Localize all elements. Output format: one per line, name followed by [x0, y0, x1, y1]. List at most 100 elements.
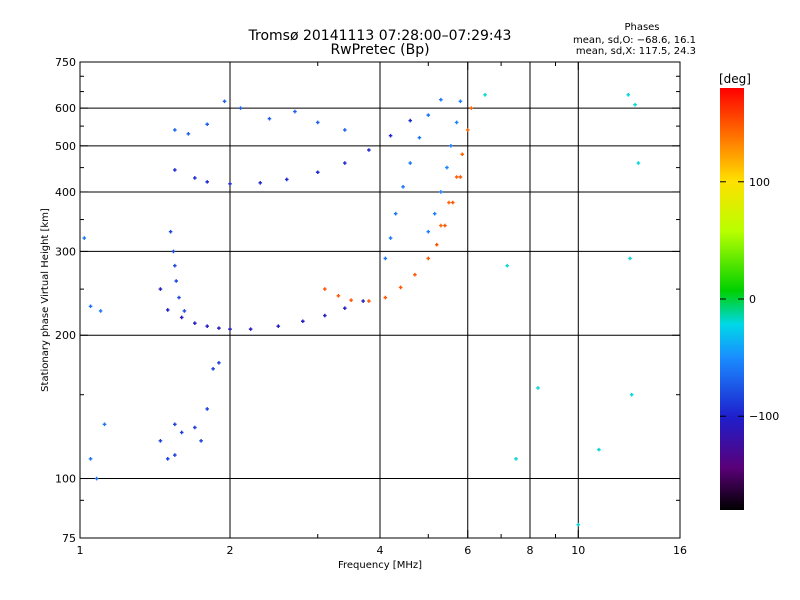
data-point: [343, 128, 347, 132]
colorbar-label: [deg]: [719, 72, 751, 86]
data-point: [284, 177, 289, 182]
legend-line-x: mean, sd,X: 117.5, 24.3: [576, 46, 696, 57]
data-point: [393, 211, 398, 216]
data-point: [434, 242, 439, 247]
data-point: [432, 211, 437, 216]
data-point: [383, 256, 388, 261]
data-point: [94, 476, 99, 481]
data-point: [174, 279, 179, 283]
data-point: [536, 386, 540, 390]
data-point: [505, 263, 509, 268]
data-point: [514, 457, 518, 461]
data-point: [449, 144, 453, 148]
data-point: [258, 181, 263, 185]
x-tick-label: 10: [571, 544, 585, 557]
data-point: [205, 180, 209, 184]
data-point: [158, 439, 163, 443]
data-point: [165, 457, 170, 461]
grid-lines: [80, 62, 680, 538]
data-point: [361, 299, 365, 303]
data-point: [199, 439, 203, 443]
data-point: [173, 422, 177, 427]
data-point: [323, 313, 327, 318]
data-point: [483, 92, 487, 97]
data-point: [388, 236, 393, 240]
data-point: [401, 185, 405, 189]
data-point: [323, 287, 327, 291]
data-point: [576, 522, 581, 527]
data-point: [228, 182, 232, 186]
data-point: [193, 425, 197, 430]
data-point: [445, 165, 449, 170]
data-point: [408, 161, 413, 165]
data-point: [217, 361, 221, 365]
y-tick-label: 500: [55, 140, 76, 153]
y-axis: 75 100 200 300 400 500 600 750: [55, 56, 680, 545]
data-point: [439, 190, 443, 194]
data-point: [165, 308, 170, 312]
data-point: [469, 106, 474, 110]
colorbar-tick-label: −100: [749, 410, 779, 423]
data-point: [408, 118, 413, 123]
data-point: [426, 256, 431, 261]
data-point: [458, 99, 463, 104]
x-axis: 1 2 4 6 8 10 16: [77, 62, 687, 557]
data-point: [628, 256, 632, 261]
chart-title: Tromsø 20141113 07:28:00–07:29:43: [248, 28, 512, 44]
x-tick-label: 2: [227, 544, 234, 557]
data-point: [349, 298, 353, 302]
colorbar-ticks: 100 0 −100: [720, 176, 779, 423]
data-point: [205, 122, 209, 127]
data-point: [182, 309, 187, 313]
data-point: [293, 109, 297, 114]
data-point: [315, 120, 320, 125]
data-point: [186, 131, 191, 136]
data-point: [222, 99, 227, 104]
data-point: [173, 263, 177, 268]
x-axis-label: Frequency [MHz]: [338, 560, 422, 571]
data-point: [388, 133, 393, 138]
data-point: [179, 430, 184, 435]
data-point: [102, 422, 107, 427]
data-point: [336, 294, 341, 298]
y-tick-label: 400: [55, 186, 76, 199]
legend-title: Phases: [624, 22, 659, 33]
data-point: [417, 135, 422, 140]
data-point: [426, 229, 431, 234]
data-point: [276, 324, 281, 328]
data-point: [451, 200, 455, 205]
data-point: [454, 120, 459, 125]
y-tick-label: 200: [55, 329, 76, 342]
data-point: [465, 128, 470, 132]
x-tick-label: 6: [464, 544, 471, 557]
data-point: [301, 319, 305, 324]
data-point: [367, 299, 371, 303]
data-point: [267, 116, 272, 121]
data-point: [98, 309, 103, 313]
y-tick-label: 75: [62, 532, 76, 545]
data-point: [413, 272, 417, 277]
x-tick-label: 4: [377, 544, 384, 557]
x-tick-label: 16: [673, 544, 687, 557]
data-point: [443, 223, 447, 228]
data-point: [173, 128, 177, 132]
data-point: [211, 367, 215, 371]
data-point: [454, 175, 459, 179]
data-point: [367, 148, 371, 152]
data-point: [177, 295, 181, 300]
colorbar-tick-label: 0: [749, 293, 756, 306]
data-point: [228, 327, 232, 331]
y-tick-label: 750: [55, 56, 76, 69]
chart-subtitle: RwPretec (Bp): [330, 42, 429, 58]
data-point: [315, 170, 320, 175]
colorbar-tick-label: 100: [749, 176, 770, 189]
data-point: [626, 92, 631, 97]
data-point: [238, 106, 243, 110]
data-point: [458, 175, 463, 179]
data-point: [179, 315, 184, 320]
data-point: [205, 407, 209, 411]
data-point: [343, 161, 347, 165]
data-point: [217, 326, 221, 330]
data-point: [439, 97, 443, 102]
